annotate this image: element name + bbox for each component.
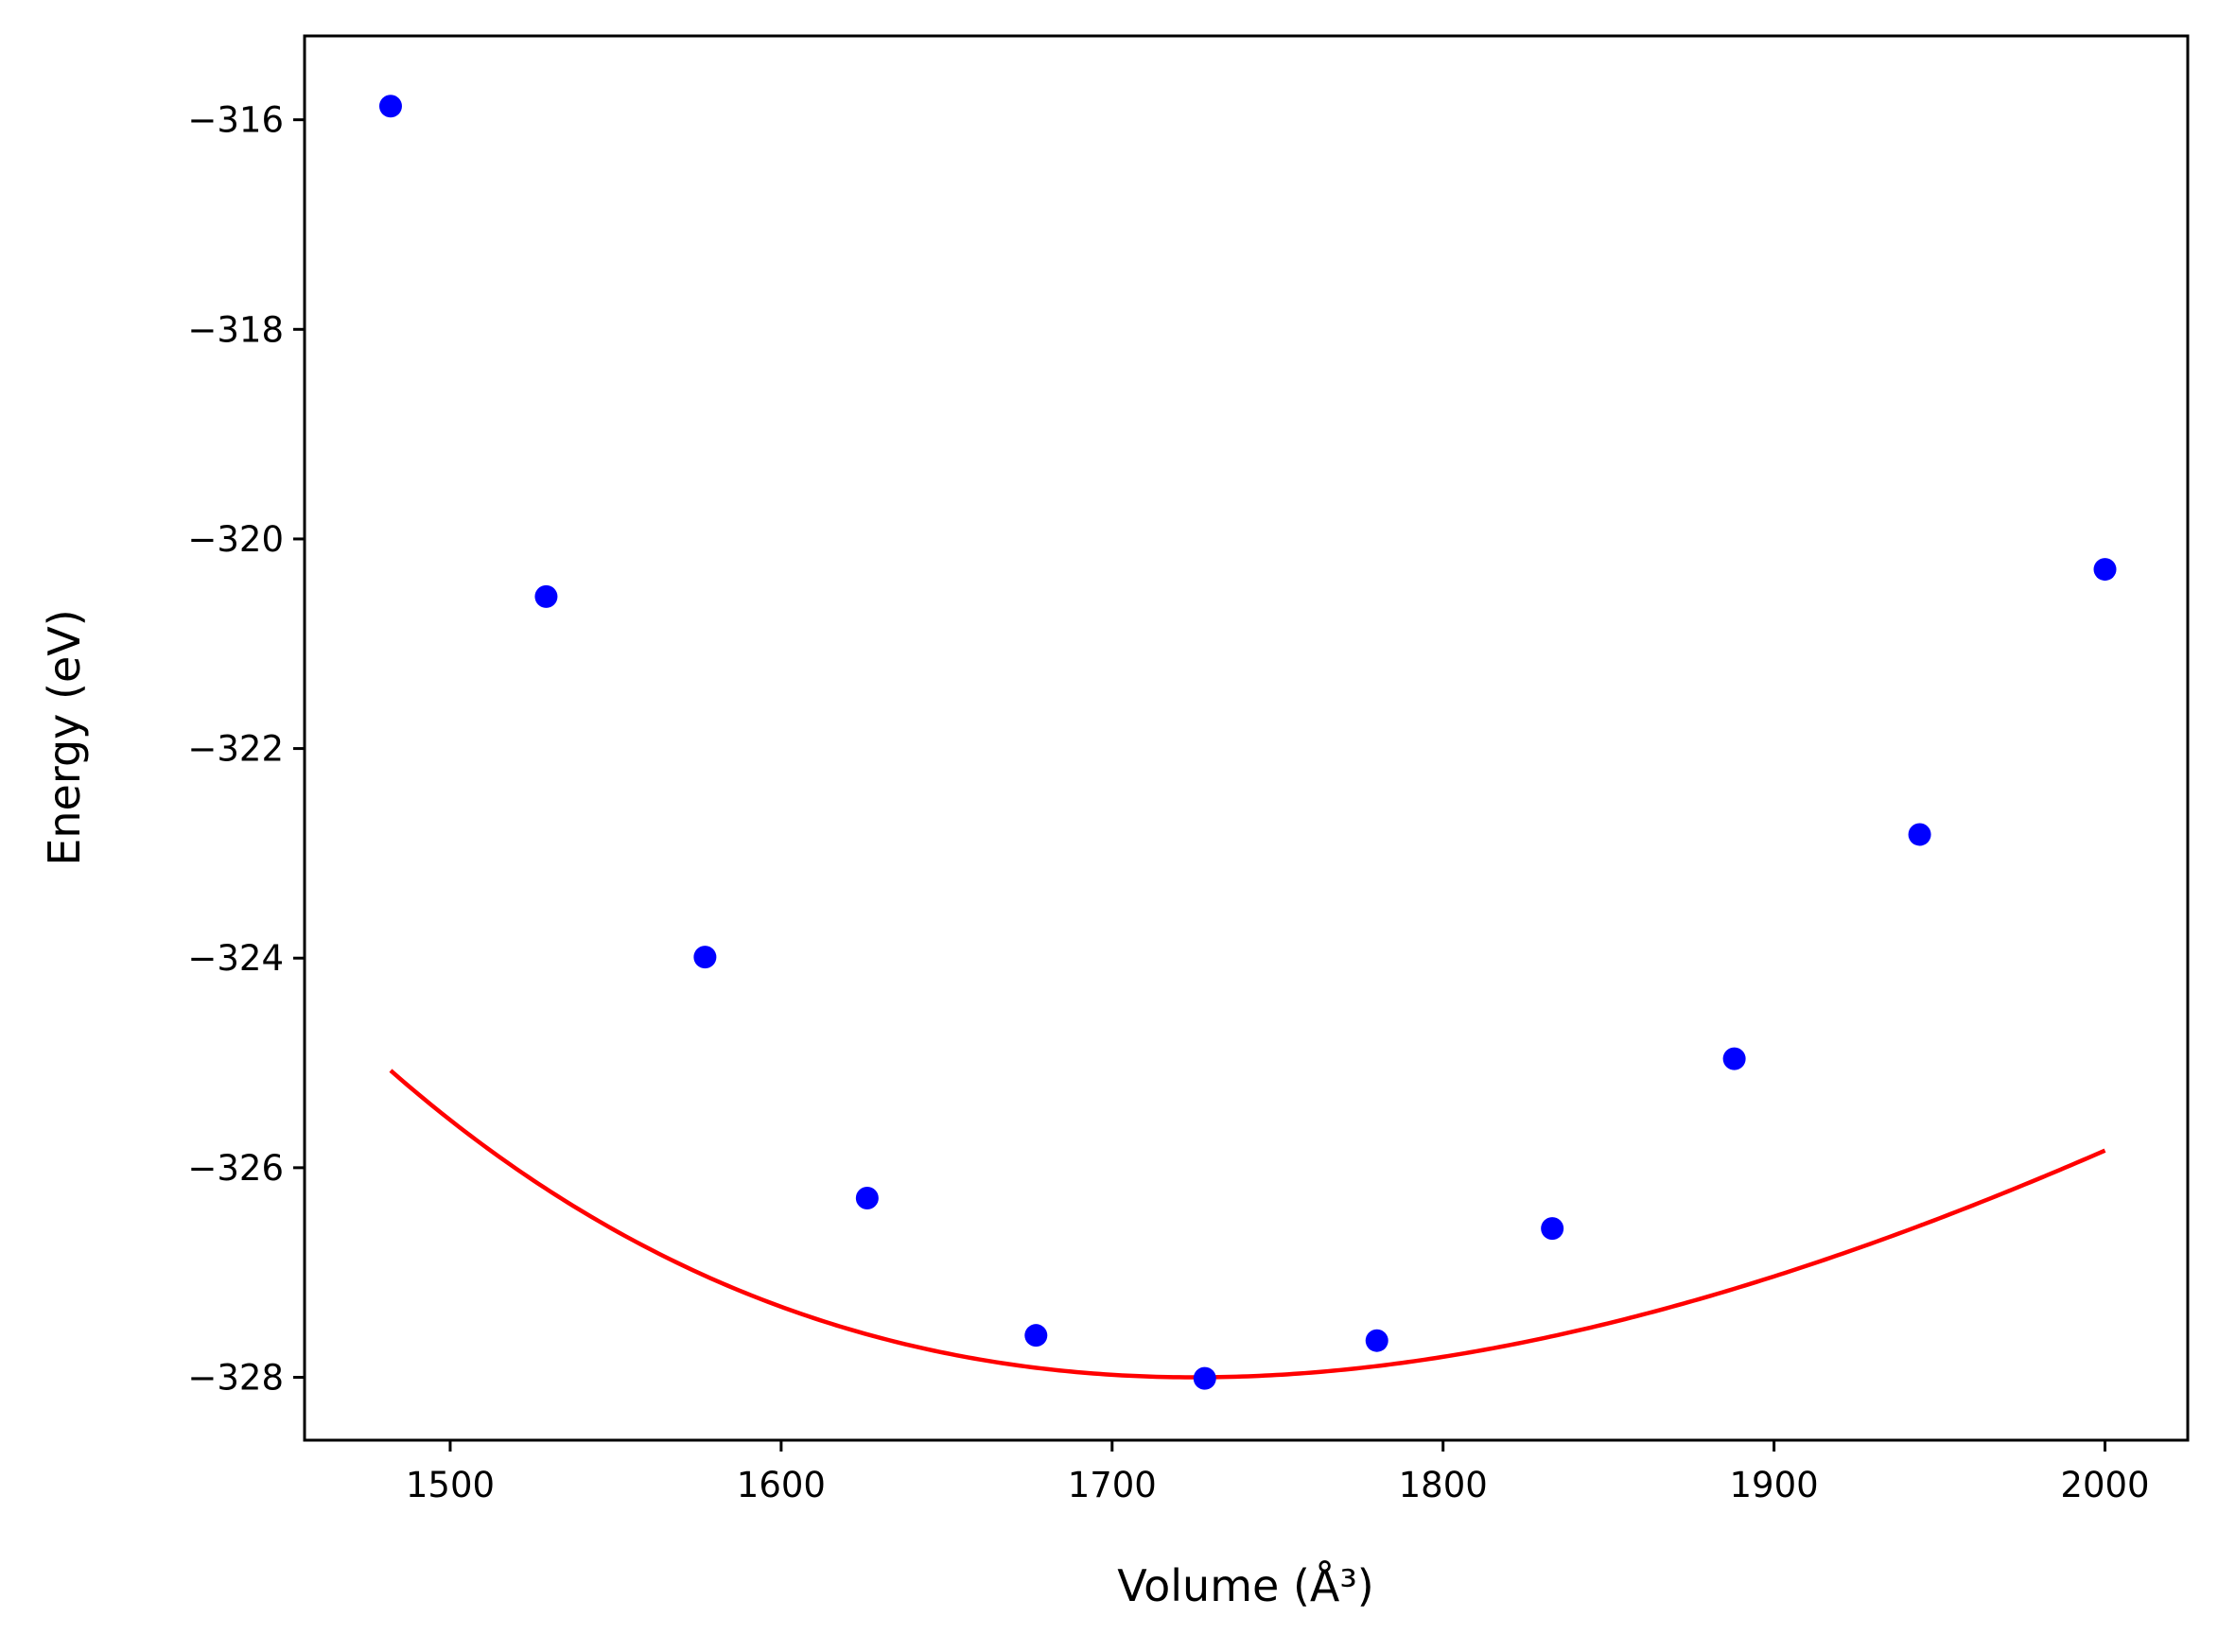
data-point bbox=[534, 584, 558, 608]
data-point bbox=[855, 1187, 879, 1210]
y-tick-label: −318 bbox=[187, 309, 284, 350]
y-axis-ticks: −316 −318 −320 −322 −324 −326 −328 bbox=[187, 100, 305, 1399]
data-points-layer bbox=[378, 95, 2117, 1390]
x-tick-label: 1600 bbox=[737, 1465, 826, 1505]
y-tick-label: −324 bbox=[187, 938, 284, 979]
x-tick-label: 1500 bbox=[406, 1465, 495, 1505]
data-point bbox=[1193, 1366, 1216, 1390]
y-axis-label: Energy (eV) bbox=[39, 609, 90, 865]
data-point bbox=[1541, 1217, 1564, 1241]
y-tick-label: −322 bbox=[187, 729, 284, 770]
data-point bbox=[1722, 1047, 1746, 1070]
y-tick-label: −320 bbox=[187, 519, 284, 560]
data-point bbox=[1024, 1324, 1048, 1348]
data-point bbox=[693, 946, 717, 969]
x-tick-label: 1800 bbox=[1399, 1465, 1488, 1505]
y-tick-label: −328 bbox=[187, 1358, 284, 1399]
data-point bbox=[1908, 823, 1931, 846]
x-axis-ticks: 1500 1600 1700 1800 1900 2000 bbox=[406, 1440, 2150, 1505]
fit-curve bbox=[389, 1069, 2106, 1380]
x-axis-label: Volume (Å³) bbox=[1117, 1560, 1374, 1611]
x-tick-label: 1700 bbox=[1068, 1465, 1157, 1505]
fit-curve-layer bbox=[389, 1069, 2106, 1380]
axes-frame bbox=[303, 34, 2190, 1442]
y-tick-label: −316 bbox=[187, 100, 284, 141]
data-point bbox=[2093, 558, 2117, 582]
data-point bbox=[1365, 1329, 1388, 1352]
y-tick-label: −326 bbox=[187, 1148, 284, 1189]
x-tick-label: 2000 bbox=[2060, 1465, 2149, 1505]
data-point bbox=[378, 95, 402, 118]
x-tick-label: 1900 bbox=[1730, 1465, 1819, 1505]
